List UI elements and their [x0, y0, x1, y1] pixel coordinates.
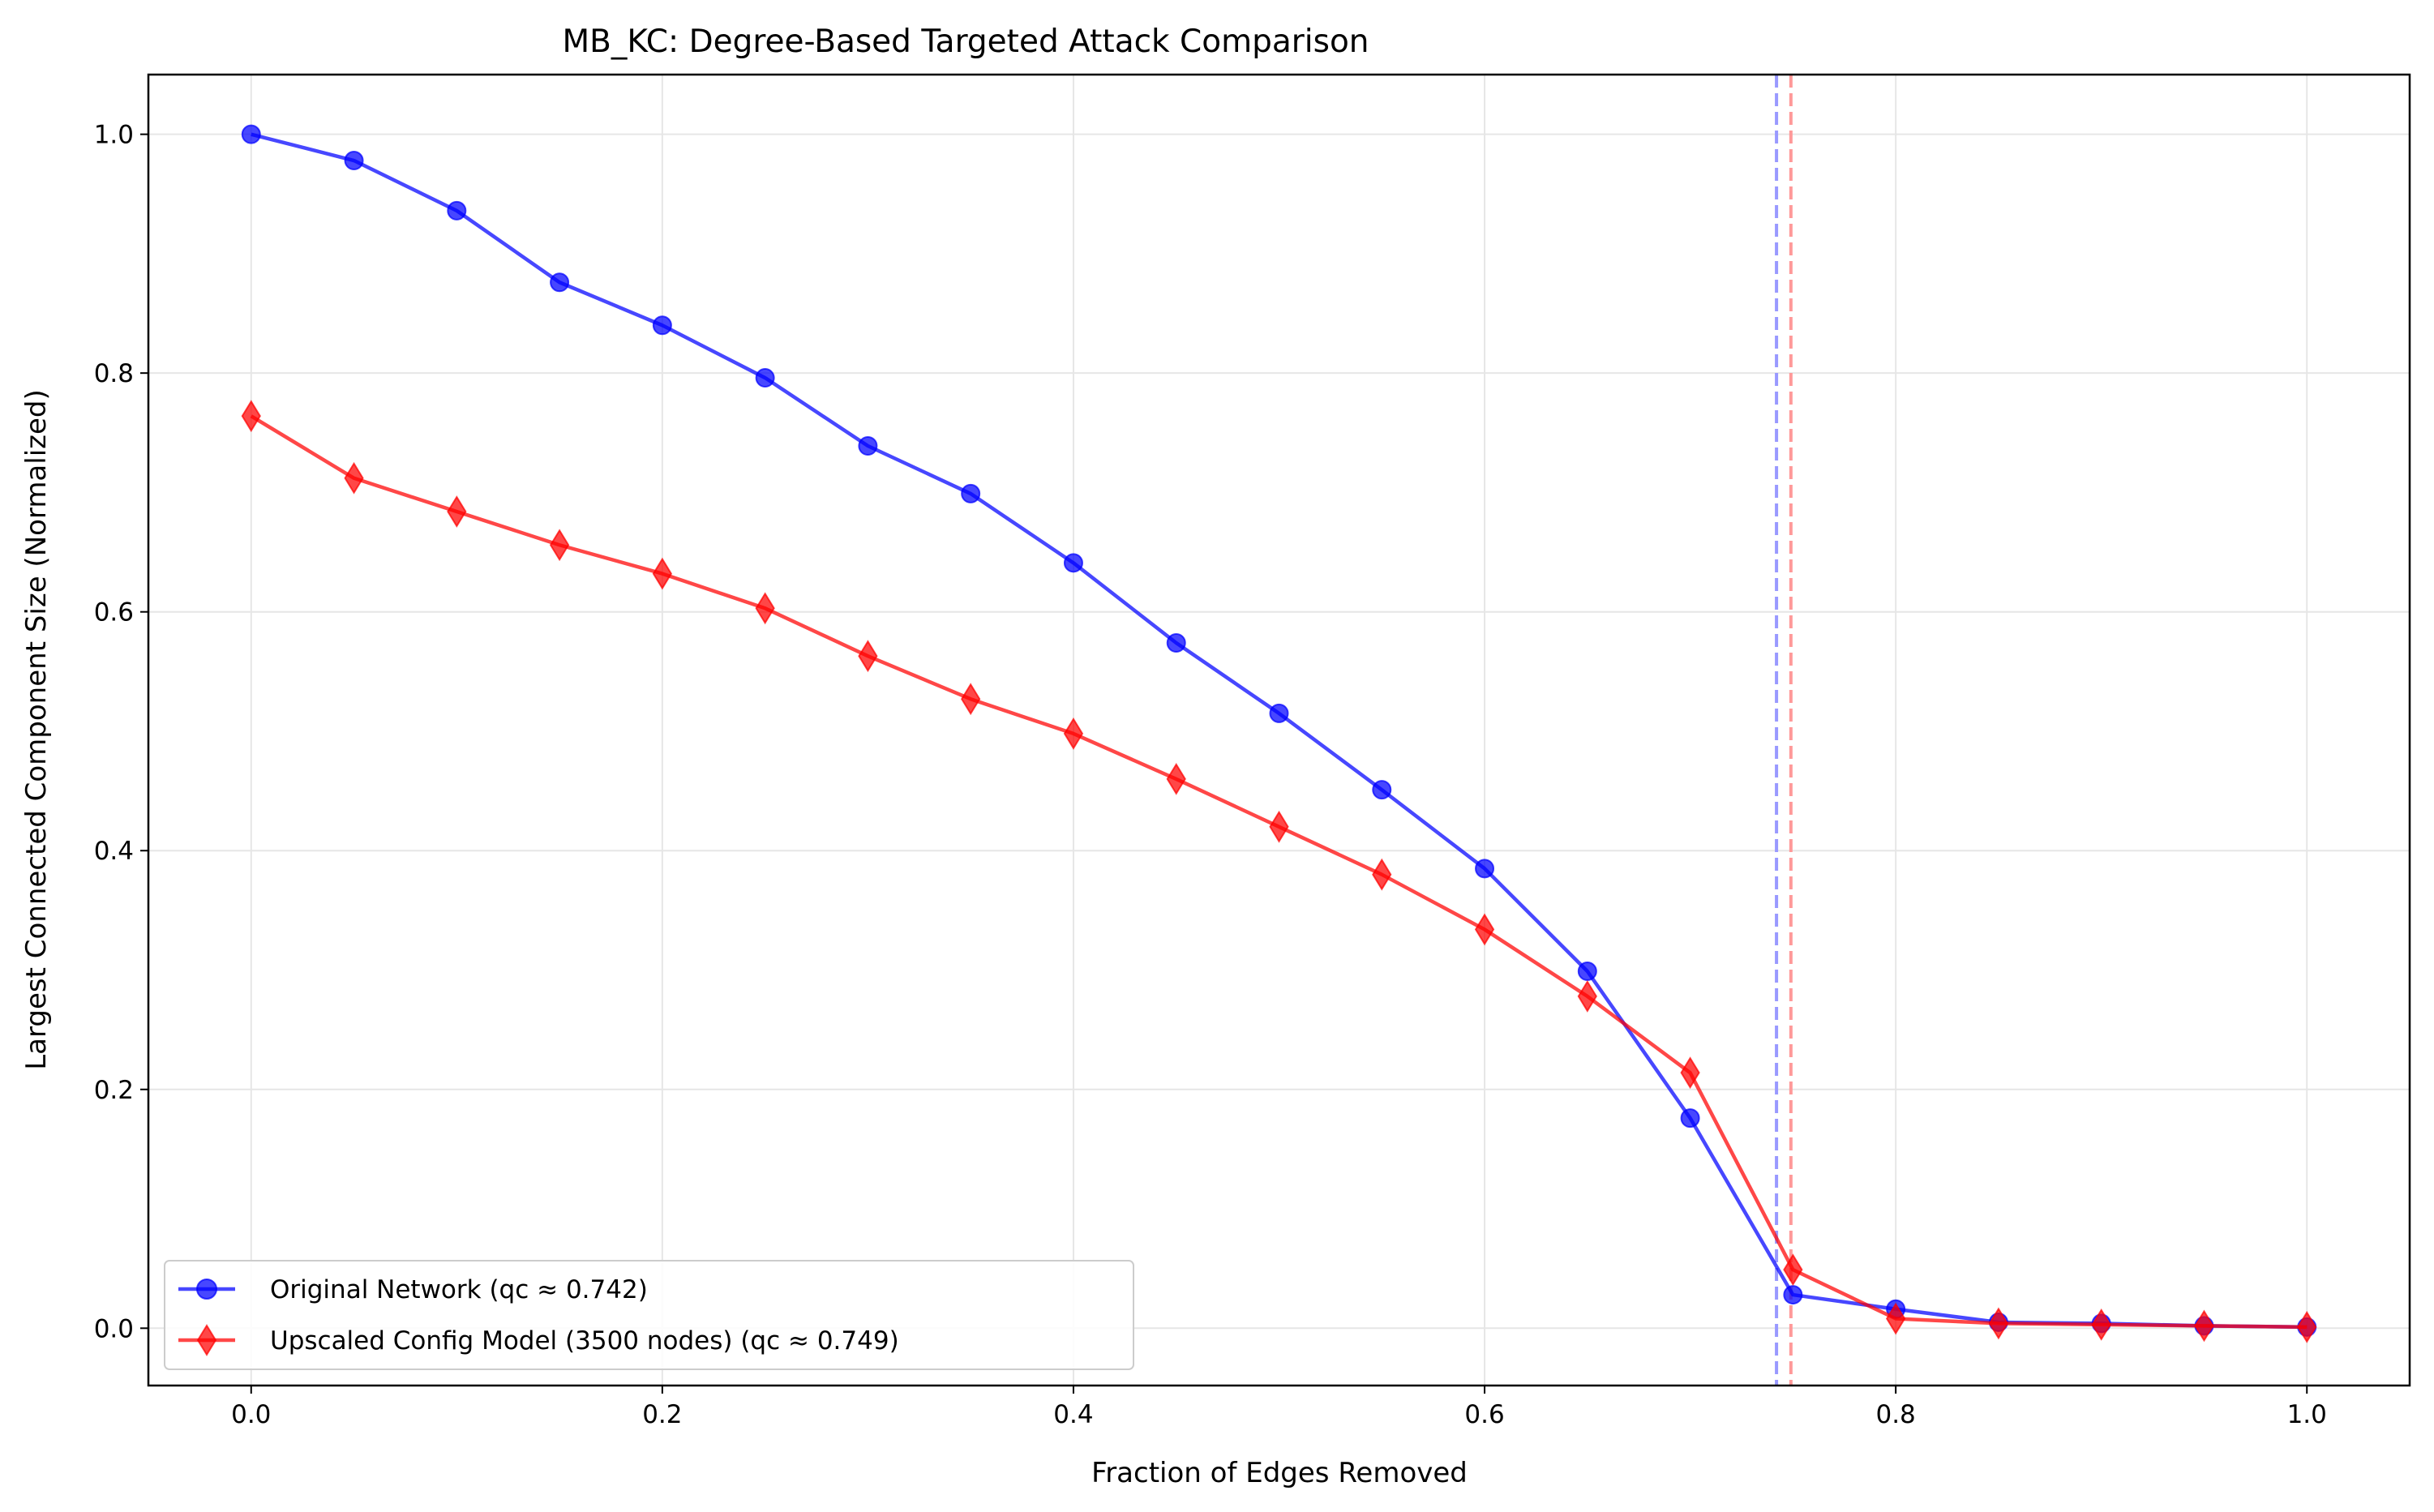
series-1-point-7	[961, 683, 981, 716]
series-1-point-10	[1269, 810, 1289, 843]
y-axis-ticks: 0.0 0.2 0.4 0.6 0.8 1.0	[94, 121, 148, 1343]
series-0-point-1	[344, 151, 364, 171]
series-1-point-5	[755, 592, 775, 625]
series-0-point-8	[1063, 553, 1083, 573]
series-1-point-1	[344, 461, 364, 495]
x-tick-label-2: 0.4	[1053, 1400, 1093, 1429]
series-0-point-6	[858, 436, 878, 456]
series-0-line	[251, 132, 2308, 1330]
grid	[148, 75, 2410, 1386]
legend-frame	[164, 1260, 1134, 1370]
series-0-point-13	[1577, 961, 1597, 981]
x-tick-label-4: 0.8	[1875, 1400, 1915, 1429]
x-tick-label-5: 1.0	[2287, 1400, 2327, 1429]
series-0-point-10	[1269, 703, 1289, 723]
x-axis-label: Fraction of Edges Removed	[1091, 1457, 1468, 1489]
plot-frame	[147, 73, 2411, 1387]
series-0-point-7	[961, 483, 981, 503]
y-tick-label-2: 0.4	[94, 837, 134, 866]
series-1-point-20	[2297, 1310, 2317, 1343]
series-layer	[241, 124, 2317, 1343]
series-0-point-15	[1783, 1285, 1803, 1305]
legend-marker-1	[196, 1324, 217, 1356]
series-1-point-13	[1577, 979, 1597, 1013]
series-1-point-9	[1166, 762, 1186, 795]
series-1-point-11	[1372, 858, 1392, 891]
y-tick-label-1: 0.2	[94, 1076, 134, 1105]
series-1-point-14	[1680, 1056, 1700, 1090]
y-axis-label: Largest Connected Component Size (Normal…	[20, 389, 53, 1070]
series-0-point-12	[1475, 859, 1495, 879]
series-1-point-18	[2091, 1308, 2111, 1341]
series-1-point-0	[241, 400, 261, 433]
legend-label-0: Original Network (qc ≈ 0.742)	[270, 1275, 648, 1304]
series-0-point-14	[1680, 1108, 1700, 1129]
series-1-point-3	[549, 529, 570, 562]
series-1-point-2	[447, 495, 467, 528]
series-1-point-17	[1988, 1307, 2009, 1340]
series-0-point-9	[1166, 632, 1186, 653]
threshold-lines	[1775, 75, 1793, 1386]
series-0-point-5	[755, 368, 775, 388]
x-tick-label-3: 0.6	[1464, 1400, 1504, 1429]
series-1-point-15	[1783, 1253, 1803, 1287]
chart-title: MB_KC: Degree-Based Targeted Attack Comp…	[562, 24, 1369, 60]
series-0-point-11	[1372, 780, 1392, 800]
series-1-point-4	[652, 557, 673, 590]
series-0-point-0	[241, 124, 261, 144]
series-1-point-8	[1063, 717, 1084, 750]
series-0	[241, 124, 2317, 1337]
legend: Original Network (qc ≈ 0.742) Upscaled Co…	[164, 1260, 1134, 1370]
series-1-point-16	[1885, 1302, 1906, 1335]
series-0-point-2	[447, 200, 467, 221]
series-0-point-4	[652, 315, 672, 336]
series-1-point-6	[858, 640, 878, 673]
series-0-point-3	[550, 272, 570, 293]
series-1-point-19	[2194, 1309, 2214, 1343]
x-axis-ticks: 0.0 0.2 0.4 0.6 0.8 1.0	[231, 1386, 2327, 1429]
legend-marker-0	[196, 1279, 217, 1300]
legend-label-1: Upscaled Config Model (3500 nodes) (qc ≈…	[270, 1326, 899, 1356]
x-tick-label-1: 0.2	[642, 1400, 682, 1429]
y-tick-label-5: 1.0	[94, 121, 134, 150]
x-tick-label-0: 0.0	[231, 1400, 271, 1429]
series-1-point-12	[1474, 913, 1495, 946]
series-1	[241, 400, 2317, 1343]
y-tick-label-0: 0.0	[94, 1314, 134, 1343]
y-tick-label-4: 0.8	[94, 359, 134, 388]
y-tick-label-3: 0.6	[94, 598, 134, 628]
